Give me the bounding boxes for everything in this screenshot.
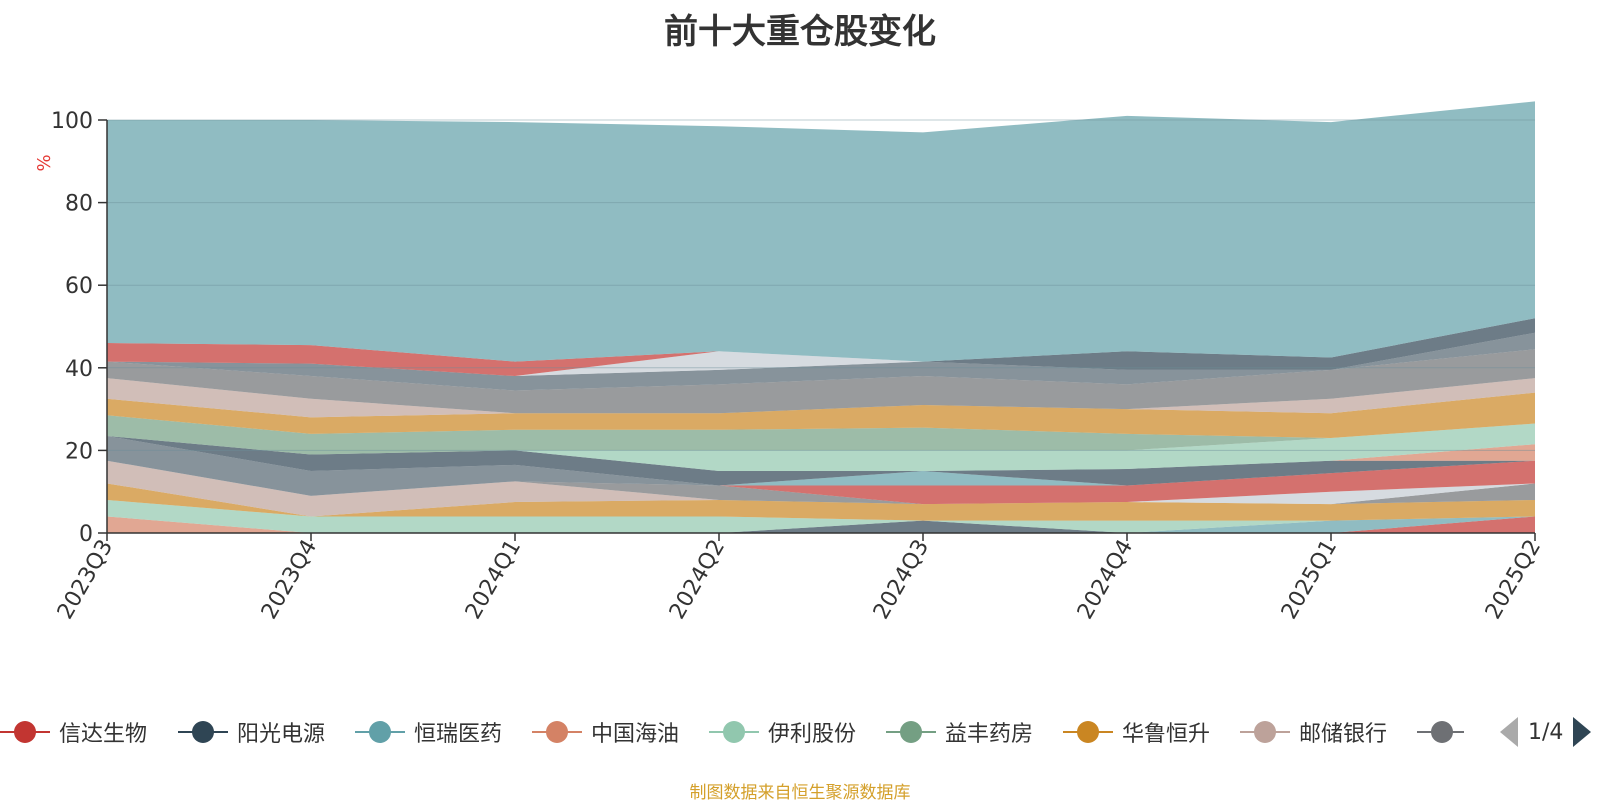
legend-marker-icon: [0, 717, 50, 747]
legend-label: 华鲁恒升: [1122, 722, 1211, 747]
area-series-10: [107, 435, 1535, 505]
area-series-15: [107, 423, 1535, 472]
area-series-7: [107, 460, 1535, 517]
area-series-8: [107, 460, 1535, 505]
prev-page-icon[interactable]: [1500, 717, 1518, 747]
legend-pager: 1/4: [1500, 712, 1592, 752]
area-series-24: [107, 101, 1535, 362]
legend-label: 邮储银行: [1299, 722, 1388, 747]
area-series-23: [107, 318, 1535, 377]
x-tick-label: 2025Q1: [1277, 536, 1342, 624]
legend: 信达生物 阳光电源 恒瑞医药 中国海油 伊利股份 益丰药房 华鲁恒升 邮储银行: [0, 712, 1600, 752]
x-tick-label: 2024Q2: [665, 536, 730, 624]
legend-marker-icon: [532, 717, 582, 747]
area-series-19: [107, 349, 1535, 414]
legend-marker-icon: [355, 717, 405, 747]
area-series-18: [107, 378, 1535, 418]
legend-items: 信达生物 阳光电源 恒瑞医药 中国海油 伊利股份 益丰药房 华鲁恒升 邮储银行: [0, 712, 1464, 752]
area-series-17: [107, 392, 1535, 439]
area-series-16: [107, 415, 1535, 455]
next-page-icon[interactable]: [1573, 717, 1592, 747]
legend-label: 中国海油: [591, 722, 680, 747]
area-series-11: [107, 435, 1535, 505]
x-tick-label: 2024Q1: [461, 536, 526, 624]
area-series-4: [107, 499, 1535, 533]
legend-item[interactable]: 阳光电源: [178, 712, 325, 752]
legend-marker-icon: [1063, 717, 1113, 747]
y-tick-label: 0: [79, 522, 93, 547]
legend-item[interactable]: 华鲁恒升: [1063, 712, 1210, 752]
x-tick-label: 2024Q3: [869, 536, 934, 624]
y-tick-label: 60: [65, 274, 93, 299]
x-tick-label: 2023Q3: [53, 536, 118, 624]
area-series-13: [107, 435, 1535, 486]
area-series-1: [107, 516, 1535, 533]
legend-marker-icon: [1240, 717, 1290, 747]
y-tick-label: 100: [51, 109, 93, 134]
area-series-0: [107, 516, 1535, 533]
chart-title: 前十大重仓股变化: [664, 12, 936, 52]
x-tick-label: 2025Q2: [1481, 536, 1546, 624]
y-tick-label: 20: [65, 439, 93, 464]
legend-label: 恒瑞医药: [414, 722, 503, 747]
x-tick-label: 2024Q4: [1073, 536, 1138, 624]
legend-label: 伊利股份: [768, 722, 857, 747]
legend-item[interactable]: 信达生物: [0, 712, 147, 752]
legend-item[interactable]: 伊利股份: [709, 712, 856, 752]
legend-item[interactable]: 邮储银行: [1240, 712, 1387, 752]
legend-item[interactable]: 中国海油: [532, 712, 679, 752]
legend-marker-icon: [886, 717, 936, 747]
area-chart: 0 20 40 60 80 100 2023Q3 2023Q4 2024Q1 2024Q2 2024…: [34, 101, 1546, 624]
legend-marker-icon: [178, 717, 228, 747]
legend-label: 阳光电源: [237, 722, 326, 747]
area-series-3: [107, 516, 1535, 533]
y-axis-unit: %: [34, 154, 55, 171]
area-layers: [107, 101, 1535, 533]
legend-label: 信达生物: [59, 722, 148, 747]
area-series-20: [107, 332, 1535, 391]
area-series-9: [107, 435, 1535, 505]
x-tick-label: 2023Q4: [257, 536, 322, 624]
legend-marker-icon: [709, 717, 759, 747]
y-tick-label: 80: [65, 192, 93, 217]
data-source-note: 制图数据来自恒生聚源数据库: [689, 783, 911, 803]
page-indicator: 1/4: [1528, 719, 1564, 745]
legend-item[interactable]: 益丰药房: [886, 712, 1033, 752]
legend-item[interactable]: [1417, 712, 1464, 752]
legend-label: 益丰药房: [945, 722, 1034, 747]
y-tick-label: 40: [65, 357, 93, 382]
legend-marker-icon: [1417, 717, 1464, 747]
grid-lines: [107, 119, 1535, 451]
area-series-22: [107, 318, 1535, 377]
legend-item[interactable]: 恒瑞医药: [355, 712, 502, 752]
